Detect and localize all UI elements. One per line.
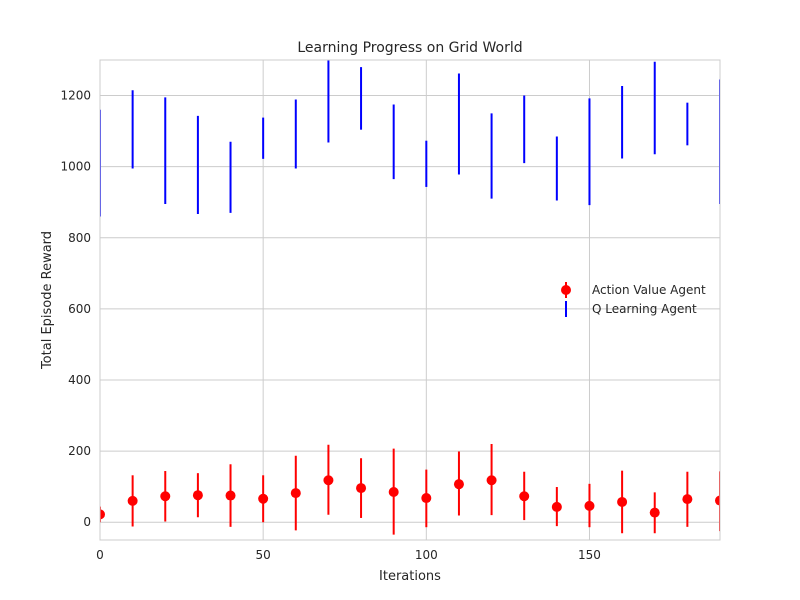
data-point (127, 495, 138, 506)
legend-label: Q Learning Agent (592, 302, 697, 316)
data-point (290, 488, 301, 499)
data-point (486, 475, 497, 486)
data-point (356, 483, 367, 494)
y-axis-label: Total Episode Reward (40, 231, 55, 370)
data-point (323, 475, 334, 486)
data-point (682, 494, 693, 505)
data-point (715, 495, 720, 506)
x-axis-label: Iterations (379, 569, 441, 584)
chart-title: Learning Progress on Grid World (297, 40, 522, 56)
data-point (584, 500, 595, 511)
y-tick-label: 400 (68, 373, 91, 387)
y-tick-label: 200 (68, 444, 91, 458)
y-tick-label: 600 (68, 302, 91, 316)
y-tick-label: 1000 (60, 160, 91, 174)
y-tick-label: 0 (83, 515, 91, 529)
data-point (453, 479, 464, 490)
x-tick-label: 100 (415, 548, 438, 562)
data-point (519, 491, 530, 502)
x-tick-label: 50 (256, 548, 271, 562)
series-layer (100, 60, 720, 535)
legend-label: Action Value Agent (592, 283, 706, 297)
data-point (258, 493, 269, 504)
x-axis: 0 50 100 150 (96, 548, 601, 562)
data-point (421, 493, 432, 504)
y-tick-label: 1200 (60, 89, 91, 103)
series-1 (100, 60, 720, 217)
data-point (649, 507, 660, 518)
data-point (388, 487, 399, 497)
data-point (192, 490, 203, 501)
data-point (160, 491, 171, 502)
legend-swatch-marker (561, 285, 571, 295)
data-point (551, 501, 562, 512)
y-axis: 0 200 400 600 800 1000 1200 (60, 89, 91, 530)
grid (99, 60, 720, 540)
x-tick-label: 0 (96, 548, 104, 562)
y-tick-label: 800 (68, 231, 91, 245)
x-tick-label: 150 (578, 548, 601, 562)
data-point (225, 490, 236, 501)
data-point (617, 496, 628, 507)
legend: Action Value Agent Q Learning Agent (561, 282, 706, 317)
plot-frame (99, 59, 721, 541)
data-point (100, 509, 105, 520)
series-0 (100, 444, 720, 535)
